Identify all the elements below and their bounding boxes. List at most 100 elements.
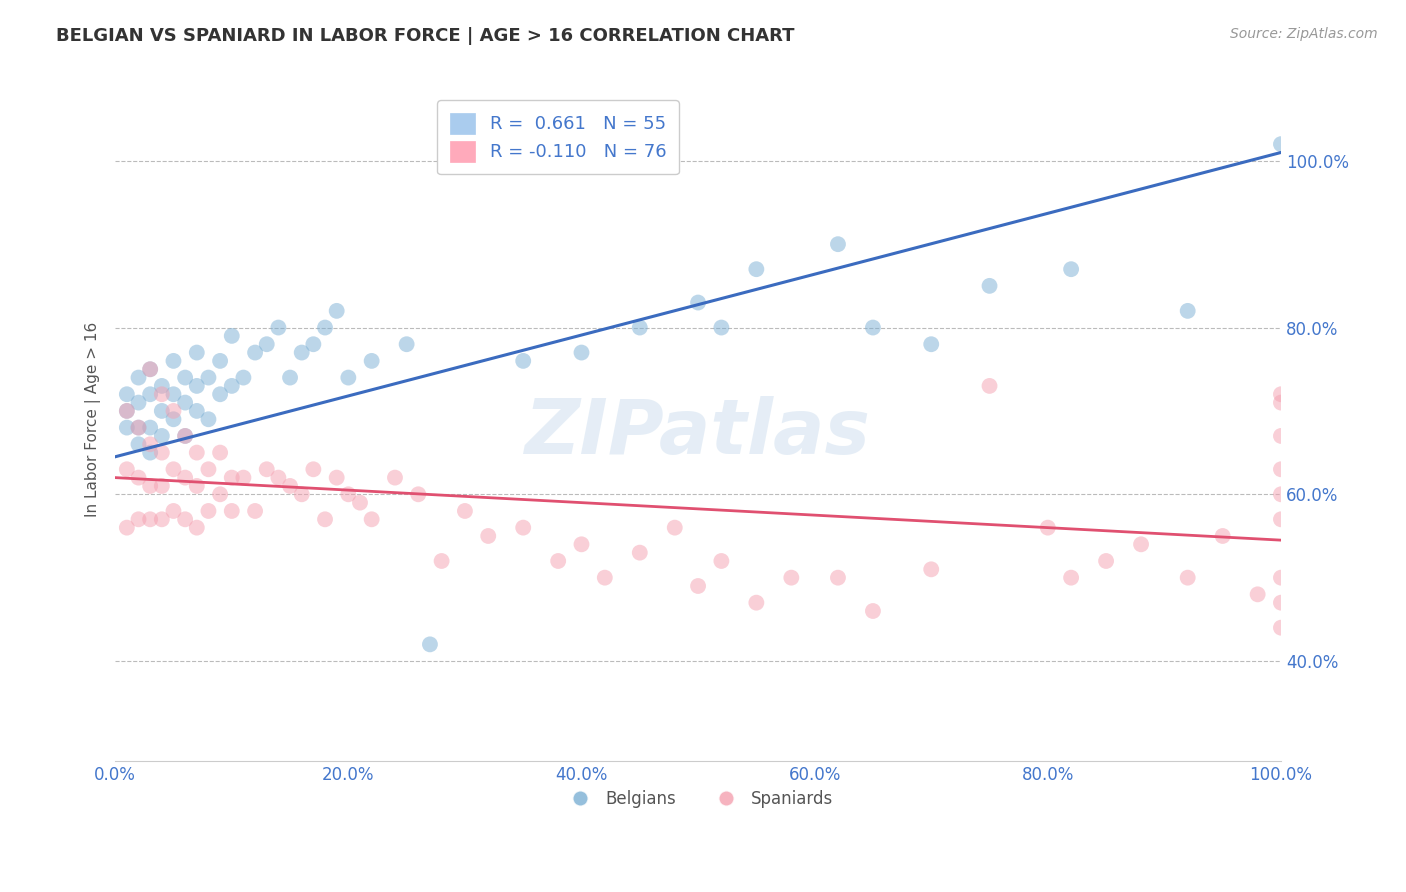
Point <box>150 379 173 393</box>
Point <box>197 412 219 426</box>
Point <box>232 370 254 384</box>
Point <box>128 370 150 384</box>
Point <box>571 345 593 359</box>
Point <box>454 504 477 518</box>
Point <box>1270 596 1292 610</box>
Point <box>267 470 290 484</box>
Point <box>209 487 232 501</box>
Point <box>278 479 301 493</box>
Point <box>314 512 336 526</box>
Point <box>337 370 360 384</box>
Point <box>197 504 219 518</box>
Point <box>162 412 184 426</box>
Point <box>1270 387 1292 401</box>
Point <box>593 571 616 585</box>
Point <box>150 387 173 401</box>
Point <box>408 487 430 501</box>
Point <box>128 512 150 526</box>
Point <box>1270 137 1292 152</box>
Point <box>302 337 325 351</box>
Point <box>174 395 197 409</box>
Point <box>862 320 884 334</box>
Point <box>162 354 184 368</box>
Point <box>710 554 733 568</box>
Point <box>1036 521 1059 535</box>
Point <box>186 445 208 459</box>
Point <box>186 379 208 393</box>
Point <box>547 554 569 568</box>
Point <box>150 479 173 493</box>
Point <box>1270 487 1292 501</box>
Point <box>139 437 162 451</box>
Point <box>128 420 150 434</box>
Point <box>512 521 534 535</box>
Point <box>314 320 336 334</box>
Point <box>1130 537 1153 551</box>
Point <box>686 295 709 310</box>
Point <box>115 521 138 535</box>
Text: Source: ZipAtlas.com: Source: ZipAtlas.com <box>1230 27 1378 41</box>
Point <box>1246 587 1268 601</box>
Point <box>139 420 162 434</box>
Point <box>337 487 360 501</box>
Point <box>1270 462 1292 476</box>
Point <box>827 571 849 585</box>
Point <box>302 462 325 476</box>
Point <box>128 395 150 409</box>
Point <box>150 404 173 418</box>
Point <box>128 420 150 434</box>
Point <box>186 404 208 418</box>
Point <box>360 354 382 368</box>
Point <box>162 387 184 401</box>
Point <box>139 445 162 459</box>
Text: BELGIAN VS SPANIARD IN LABOR FORCE | AGE > 16 CORRELATION CHART: BELGIAN VS SPANIARD IN LABOR FORCE | AGE… <box>56 27 794 45</box>
Point <box>745 596 768 610</box>
Point <box>115 404 138 418</box>
Point <box>384 470 406 484</box>
Point <box>150 429 173 443</box>
Point <box>1270 429 1292 443</box>
Point <box>1270 512 1292 526</box>
Point <box>862 604 884 618</box>
Point <box>827 237 849 252</box>
Point <box>221 504 243 518</box>
Point <box>325 470 347 484</box>
Point <box>360 512 382 526</box>
Point <box>349 495 371 509</box>
Point <box>162 504 184 518</box>
Point <box>115 404 138 418</box>
Point <box>139 362 162 376</box>
Point <box>325 304 347 318</box>
Point <box>150 512 173 526</box>
Point <box>710 320 733 334</box>
Point <box>174 429 197 443</box>
Point <box>256 337 278 351</box>
Point <box>128 437 150 451</box>
Point <box>174 512 197 526</box>
Point <box>571 537 593 551</box>
Point <box>1095 554 1118 568</box>
Point <box>419 637 441 651</box>
Point <box>162 404 184 418</box>
Point <box>209 354 232 368</box>
Point <box>174 370 197 384</box>
Point <box>1270 395 1292 409</box>
Point <box>186 521 208 535</box>
Point <box>395 337 418 351</box>
Point <box>186 345 208 359</box>
Point <box>291 345 314 359</box>
Point <box>686 579 709 593</box>
Point <box>920 337 942 351</box>
Point <box>1177 304 1199 318</box>
Point <box>139 479 162 493</box>
Legend: Belgians, Spaniards: Belgians, Spaniards <box>557 783 839 814</box>
Point <box>780 571 803 585</box>
Point <box>150 445 173 459</box>
Point <box>139 387 162 401</box>
Point <box>209 387 232 401</box>
Point <box>628 546 651 560</box>
Point <box>1270 621 1292 635</box>
Point <box>209 445 232 459</box>
Point <box>745 262 768 277</box>
Point <box>512 354 534 368</box>
